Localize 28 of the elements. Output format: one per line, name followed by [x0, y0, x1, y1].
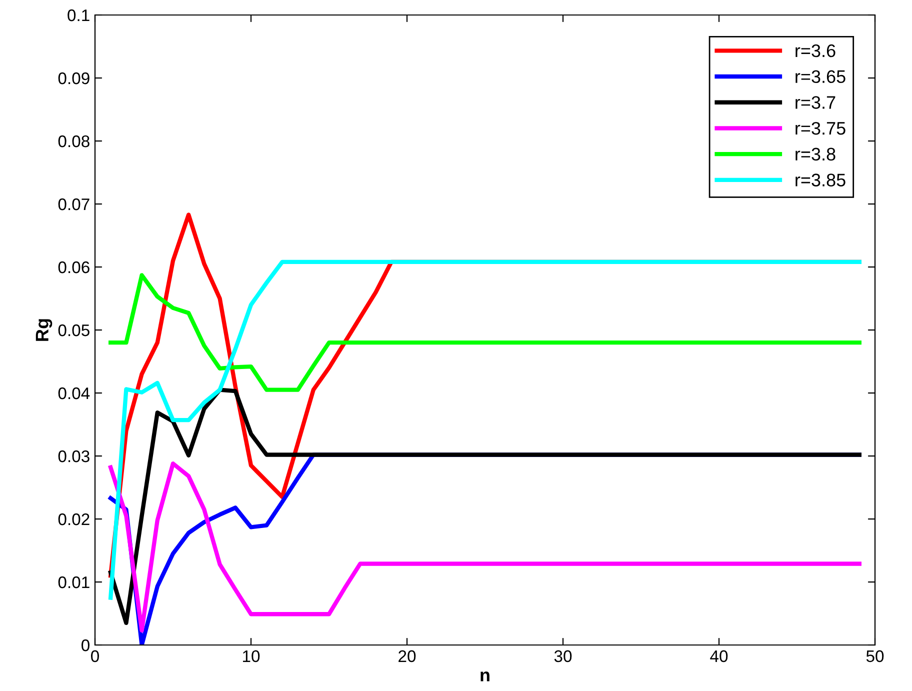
x-tick-label: 10 [243, 650, 260, 662]
y-tick-label: 0.08 [58, 135, 90, 148]
x-axis-title: n [480, 672, 490, 682]
legend-label: r=3.8 [796, 148, 836, 161]
legend-label: r=3.7 [796, 96, 836, 109]
x-tick-label: 20 [398, 650, 416, 662]
y-tick-label: 0.01 [58, 576, 90, 588]
y-tick-label: 0.1 [68, 9, 90, 22]
legend-label: r=3.75 [796, 122, 846, 135]
x-tick-label: 50 [866, 650, 884, 662]
line-series [108, 273, 862, 392]
y-tick-label: 0 [82, 639, 90, 652]
line-series [108, 388, 862, 626]
y-axis-title: Rg [36, 319, 52, 341]
y-tick-label: 0.09 [58, 72, 90, 84]
x-tick-label: 0 [91, 650, 99, 662]
legend-label: r=3.65 [796, 70, 846, 84]
y-tick-label: 0.07 [58, 198, 90, 210]
line-series [108, 260, 862, 600]
legend-label: r=3.85 [796, 174, 846, 186]
x-tick-label: 40 [710, 650, 728, 662]
legend-label: r=3.6 [796, 44, 836, 58]
y-tick-label: 0.03 [58, 450, 90, 462]
y-tick-label: 0.04 [58, 387, 90, 400]
x-tick-label: 30 [554, 650, 572, 662]
y-tick-label: 0.02 [58, 513, 90, 526]
y-tick-label: 0.05 [58, 324, 90, 336]
y-tick-label: 0.06 [58, 261, 90, 274]
